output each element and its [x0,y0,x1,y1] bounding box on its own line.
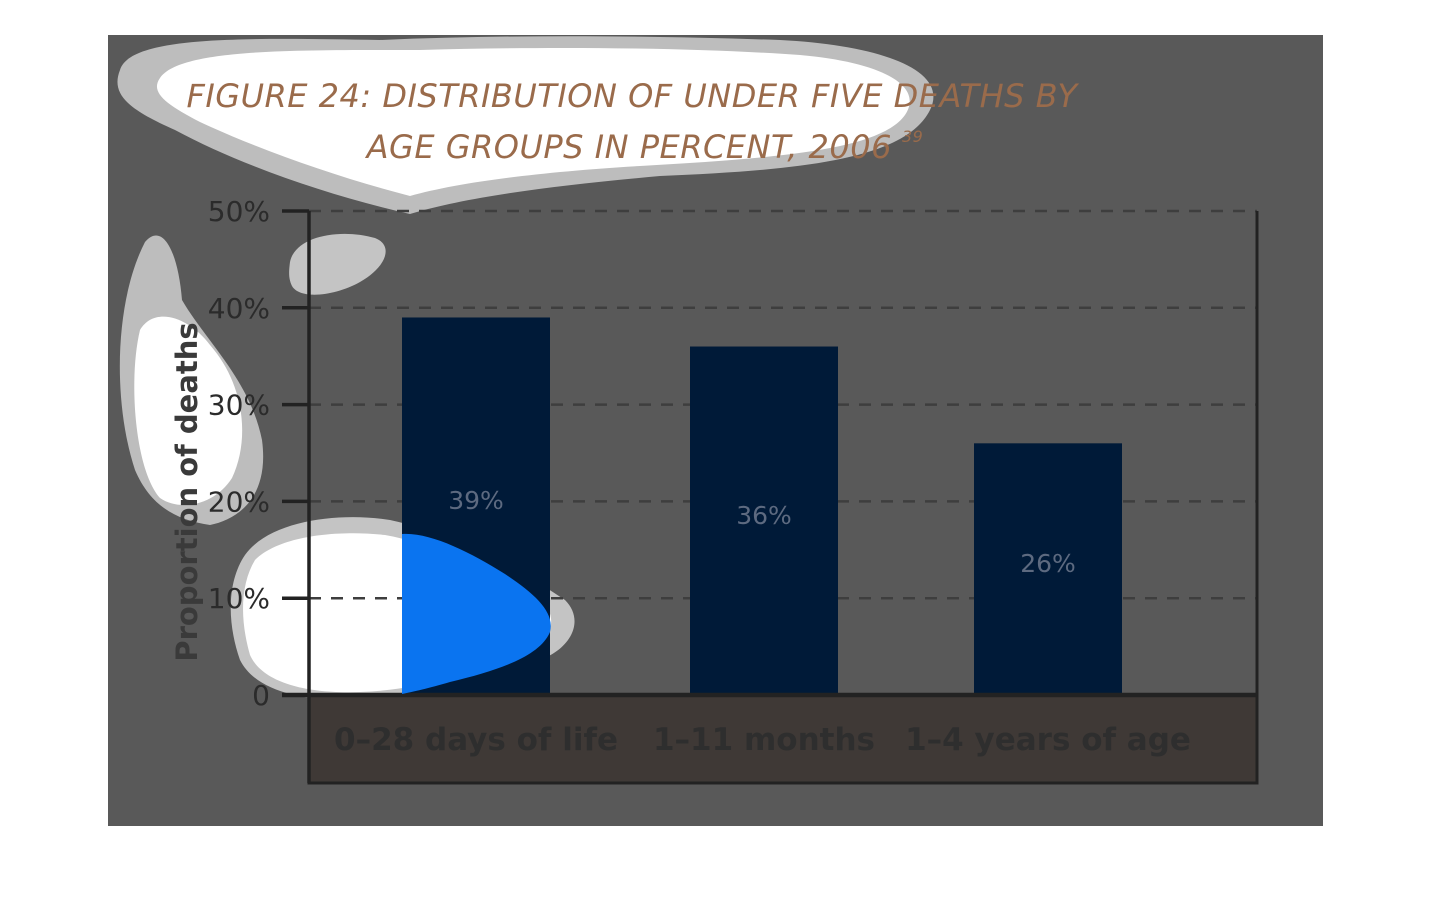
axis-highlight-blob-inner [134,316,243,506]
y-tick-label: 50% [208,195,270,228]
bar-highlight-overlay [402,533,551,694]
small-highlight-blob [289,233,386,295]
chart-title-line-1: FIGURE 24: DISTRIBUTION OF UNDER FIVE DE… [186,77,1079,115]
bar [690,346,838,695]
data-label: 36% [736,501,792,530]
y-tick-label: 0 [252,679,270,712]
y-tick-label: 20% [208,485,270,518]
category-label: 1–4 years of age [905,722,1191,758]
chart-title-superscript: 39 [902,127,923,146]
chart-title-line-2: AGE GROUPS IN PERCENT, 2006 39 [365,127,924,166]
labels: 39% 0–28 days of life 36% 1–11 months 26% 1–4… [208,195,1191,758]
y-tick-label: 30% [208,389,270,422]
chart-title-line-2-text: AGE GROUPS IN PERCENT, 2006 [365,128,892,166]
y-tick-label: 10% [208,582,270,615]
category-label: 1–11 months [653,722,875,758]
axes [282,209,1259,783]
bar [974,443,1122,695]
data-label: 39% [448,486,504,515]
y-axis-title: Proportion of deaths [170,322,204,661]
title-highlight-blob-inner [156,47,910,196]
y-tick-label: 40% [208,292,270,325]
category-label: 0–28 days of life [334,722,618,758]
data-label: 26% [1020,549,1076,578]
